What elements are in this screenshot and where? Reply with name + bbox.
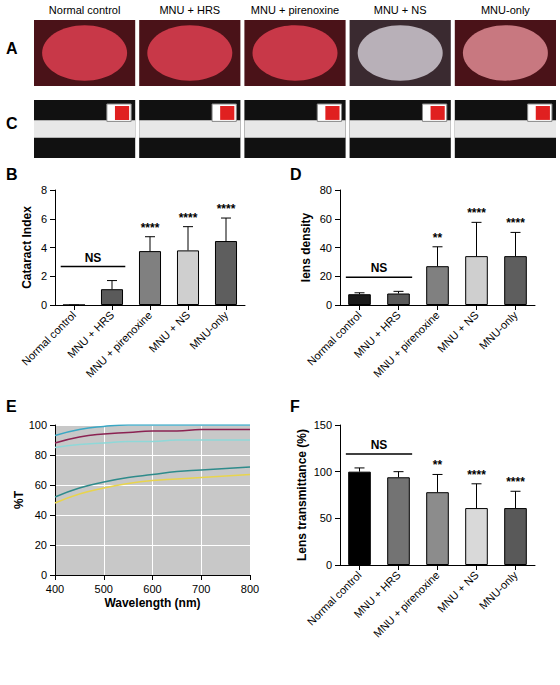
svg-text:NS: NS bbox=[85, 251, 102, 265]
svg-text:Lens transmittance (%): Lens transmittance (%) bbox=[295, 429, 309, 561]
svg-text:****: **** bbox=[467, 468, 486, 482]
svg-text:Normal control: Normal control bbox=[19, 309, 78, 368]
svg-text:80: 80 bbox=[35, 449, 47, 461]
svg-text:20: 20 bbox=[320, 270, 332, 282]
svg-text:60: 60 bbox=[320, 213, 332, 225]
svg-text:0: 0 bbox=[41, 569, 47, 581]
svg-text:500: 500 bbox=[95, 583, 113, 595]
svg-text:700: 700 bbox=[192, 583, 210, 595]
svg-text:%T: %T bbox=[12, 490, 26, 509]
svg-text:**: ** bbox=[433, 231, 443, 245]
svg-text:Cataract Index: Cataract Index bbox=[20, 206, 34, 289]
svg-text:Wavelength (nm): Wavelength (nm) bbox=[104, 596, 200, 610]
svg-text:150: 150 bbox=[314, 419, 332, 431]
svg-text:400: 400 bbox=[46, 583, 64, 595]
svg-text:4: 4 bbox=[41, 242, 47, 254]
svg-text:60: 60 bbox=[35, 479, 47, 491]
svg-text:Normal control: Normal control bbox=[305, 569, 364, 628]
svg-text:lens density: lens density bbox=[299, 212, 313, 282]
svg-text:E: E bbox=[6, 398, 17, 415]
svg-text:0: 0 bbox=[326, 299, 332, 311]
svg-text:****: **** bbox=[217, 202, 236, 216]
svg-text:40: 40 bbox=[320, 242, 332, 254]
svg-text:C: C bbox=[6, 115, 18, 132]
svg-text:0: 0 bbox=[326, 559, 332, 571]
svg-text:600: 600 bbox=[143, 583, 161, 595]
svg-text:B: B bbox=[6, 166, 18, 183]
svg-text:**: ** bbox=[433, 458, 443, 472]
svg-text:6: 6 bbox=[41, 213, 47, 225]
svg-text:80: 80 bbox=[320, 184, 332, 196]
svg-text:40: 40 bbox=[35, 509, 47, 521]
svg-text:50: 50 bbox=[320, 512, 332, 524]
svg-text:****: **** bbox=[141, 221, 160, 235]
svg-text:Normal control: Normal control bbox=[305, 309, 364, 368]
svg-text:MNU + pirenoxine: MNU + pirenoxine bbox=[83, 309, 154, 380]
svg-text:MNU + NS: MNU + NS bbox=[435, 569, 481, 615]
svg-text:****: **** bbox=[467, 206, 486, 220]
svg-text:MNU + HRS: MNU + HRS bbox=[351, 308, 403, 361]
svg-text:****: **** bbox=[506, 216, 525, 230]
svg-text:MNU + NS: MNU + NS bbox=[435, 309, 481, 355]
svg-text:MNU-only: MNU-only bbox=[477, 568, 520, 611]
svg-text:MNU-only: MNU-only bbox=[481, 4, 530, 16]
svg-text:MNU + pirenoxine: MNU + pirenoxine bbox=[371, 309, 442, 380]
svg-text:8: 8 bbox=[41, 184, 47, 196]
svg-text:NS: NS bbox=[371, 438, 388, 452]
svg-text:MNU + pirenoxine: MNU + pirenoxine bbox=[251, 4, 339, 16]
svg-text:Normal control: Normal control bbox=[49, 4, 121, 16]
svg-text:F: F bbox=[290, 398, 300, 415]
svg-text:MNU + NS: MNU + NS bbox=[146, 309, 192, 355]
svg-text:MNU + pirenoxine: MNU + pirenoxine bbox=[371, 569, 442, 640]
svg-text:100: 100 bbox=[314, 466, 332, 478]
svg-text:800: 800 bbox=[241, 583, 259, 595]
svg-text:0: 0 bbox=[41, 299, 47, 311]
svg-text:MNU-only: MNU-only bbox=[187, 308, 230, 351]
svg-text:MNU + HRS: MNU + HRS bbox=[159, 4, 220, 16]
svg-text:D: D bbox=[290, 166, 302, 183]
svg-text:NS: NS bbox=[371, 261, 388, 275]
svg-text:****: **** bbox=[506, 475, 525, 489]
svg-text:20: 20 bbox=[35, 539, 47, 551]
svg-text:2: 2 bbox=[41, 270, 47, 282]
svg-text:100: 100 bbox=[29, 419, 47, 431]
svg-text:MNU-only: MNU-only bbox=[477, 308, 520, 351]
svg-text:MNU + HRS: MNU + HRS bbox=[64, 308, 117, 361]
svg-text:MNU + NS: MNU + NS bbox=[374, 4, 427, 16]
svg-text:MNU + HRS: MNU + HRS bbox=[351, 568, 403, 621]
svg-text:A: A bbox=[6, 40, 18, 57]
svg-text:****: **** bbox=[179, 211, 198, 225]
